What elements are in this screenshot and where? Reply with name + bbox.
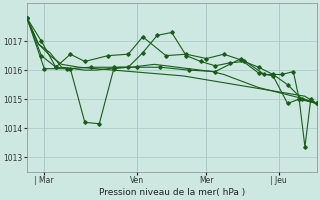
X-axis label: Pression niveau de la mer( hPa ): Pression niveau de la mer( hPa ) <box>99 188 245 197</box>
